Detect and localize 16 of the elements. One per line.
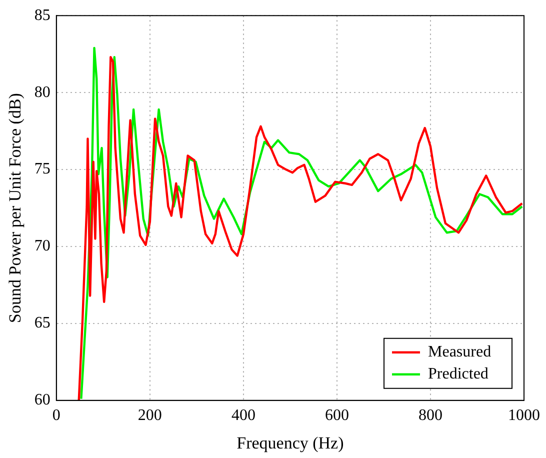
y-tick-label: 75 [34, 160, 50, 178]
legend-label: Measured [428, 344, 492, 361]
x-tick-label: 600 [324, 407, 349, 424]
y-tick-label: 60 [34, 392, 50, 409]
y-tick-label: 80 [34, 84, 50, 101]
x-tick-label: 800 [418, 407, 442, 424]
x-axis-title: Frequency (Hz) [236, 433, 344, 452]
x-tick-label: 200 [138, 407, 162, 424]
x-tick-label: 0 [52, 407, 60, 424]
y-tick-label: 85 [34, 6, 50, 24]
y-axis-title: Sound Power per Unit Force (dB) [6, 93, 25, 323]
legend-label: Predicted [428, 366, 488, 383]
x-tick-label: 400 [231, 407, 256, 424]
x-tick-label: 1000 [508, 407, 540, 424]
y-tick-label: 70 [34, 238, 50, 255]
y-tick-label: 65 [34, 314, 50, 332]
